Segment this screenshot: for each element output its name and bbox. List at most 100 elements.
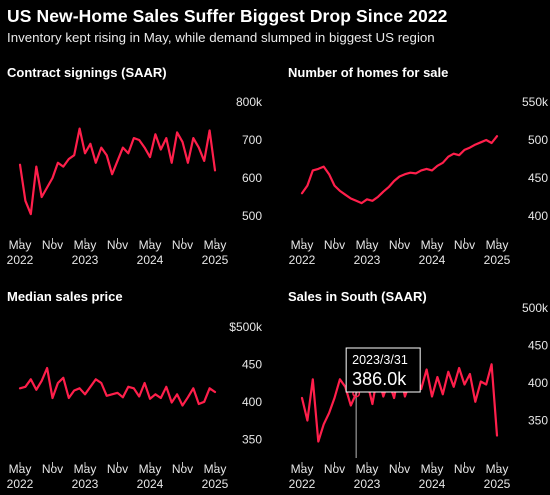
x-tick-label: Nov	[107, 462, 128, 476]
series-line	[18, 366, 217, 407]
y-tick-label: 350	[528, 414, 548, 428]
data-point[interactable]	[392, 396, 396, 400]
x-tick-year-label: 2022	[289, 253, 316, 267]
x-tick-label: Nov	[389, 238, 410, 252]
y-tick-label: 600	[242, 171, 262, 185]
x-tick-label: May	[291, 462, 314, 476]
x-tick-label: May	[486, 238, 509, 252]
panel-title-sales-south: Sales in South (SAAR)	[288, 289, 427, 304]
x-tick-year-label: 2025	[202, 477, 229, 491]
x-tick-year-label: 2022	[7, 477, 34, 491]
data-point[interactable]	[381, 394, 385, 398]
data-point[interactable]	[451, 385, 455, 389]
x-tick-label: May	[74, 238, 97, 252]
data-point[interactable]	[321, 422, 325, 426]
y-tick-label: 500	[242, 209, 262, 223]
y-tick-label: 800k	[236, 95, 263, 109]
x-tick-label: Nov	[172, 238, 193, 252]
data-point[interactable]	[327, 411, 331, 415]
x-tick-label: May	[139, 238, 162, 252]
data-point[interactable]	[473, 400, 477, 404]
x-tick-label: Nov	[454, 462, 475, 476]
x-tick-label: Nov	[324, 462, 345, 476]
series-line	[18, 127, 217, 216]
data-point[interactable]	[489, 362, 493, 366]
series-line	[300, 135, 499, 205]
x-tick-label: Nov	[454, 238, 475, 252]
x-tick-year-label: 2025	[202, 253, 229, 267]
x-tick-year-label: 2023	[72, 253, 99, 267]
x-tick-label: May	[421, 462, 444, 476]
x-tick-year-label: 2023	[354, 253, 381, 267]
x-tick-year-label: 2023	[72, 477, 99, 491]
data-point[interactable]	[462, 382, 466, 386]
data-point[interactable]	[349, 403, 353, 407]
panel-title-homes-for-sale: Number of homes for sale	[288, 65, 449, 80]
x-tick-year-label: 2024	[419, 477, 446, 491]
data-point[interactable]	[484, 382, 488, 386]
y-tick-label: 400	[242, 395, 262, 409]
y-tick-label: 400	[528, 209, 548, 223]
y-tick-label: 550k	[522, 95, 549, 109]
data-point[interactable]	[446, 370, 450, 374]
x-tick-label: Nov	[42, 238, 63, 252]
x-tick-year-label: 2024	[419, 253, 446, 267]
y-tick-label: 500	[528, 133, 548, 147]
data-point[interactable]	[305, 418, 309, 422]
data-point[interactable]	[332, 396, 336, 400]
y-tick-label: 350	[242, 432, 262, 446]
y-tick-label: 450	[242, 357, 262, 371]
data-point[interactable]	[430, 394, 434, 398]
y-tick-label: 450	[528, 339, 548, 353]
data-point[interactable]	[403, 394, 407, 398]
y-tick-label: 700	[242, 133, 262, 147]
data-point[interactable]	[338, 377, 342, 381]
x-tick-label: May	[74, 462, 97, 476]
x-tick-label: May	[421, 238, 444, 252]
data-point[interactable]	[457, 366, 461, 370]
y-tick-label: 400	[528, 376, 548, 390]
y-tick-label: $500k	[229, 320, 263, 334]
x-tick-year-label: 2024	[137, 253, 164, 267]
x-tick-year-label: 2022	[289, 477, 316, 491]
data-point[interactable]	[300, 396, 304, 400]
data-point[interactable]	[495, 433, 499, 437]
x-tick-year-label: 2023	[354, 477, 381, 491]
page-title: US New-Home Sales Suffer Biggest Drop Si…	[7, 6, 448, 26]
x-tick-label: Nov	[107, 238, 128, 252]
x-tick-year-label: 2022	[7, 253, 34, 267]
x-tick-label: May	[9, 238, 32, 252]
y-tick-label: 500k	[522, 301, 549, 315]
x-tick-label: May	[356, 238, 379, 252]
data-point[interactable]	[479, 379, 483, 383]
x-tick-label: May	[204, 462, 227, 476]
x-tick-label: May	[356, 462, 379, 476]
data-point[interactable]	[435, 375, 439, 379]
data-point[interactable]	[441, 392, 445, 396]
x-tick-label: May	[204, 238, 227, 252]
x-tick-label: May	[9, 462, 32, 476]
panel-title-contract-signings: Contract signings (SAAR)	[7, 65, 167, 80]
x-tick-label: Nov	[42, 462, 63, 476]
data-point[interactable]	[311, 377, 315, 381]
x-tick-label: Nov	[172, 462, 193, 476]
tooltip-date: 2023/3/31	[352, 353, 408, 367]
x-tick-label: May	[486, 462, 509, 476]
data-point[interactable]	[316, 439, 320, 443]
data-point[interactable]	[370, 402, 374, 406]
x-tick-year-label: 2024	[137, 477, 164, 491]
x-tick-label: Nov	[324, 238, 345, 252]
panel-title-median-price: Median sales price	[7, 289, 123, 304]
data-point[interactable]	[468, 372, 472, 376]
x-tick-label: May	[139, 462, 162, 476]
x-tick-year-label: 2025	[484, 477, 511, 491]
x-tick-label: May	[291, 238, 314, 252]
y-tick-label: 450	[528, 171, 548, 185]
data-point[interactable]	[424, 367, 428, 371]
x-tick-label: Nov	[389, 462, 410, 476]
